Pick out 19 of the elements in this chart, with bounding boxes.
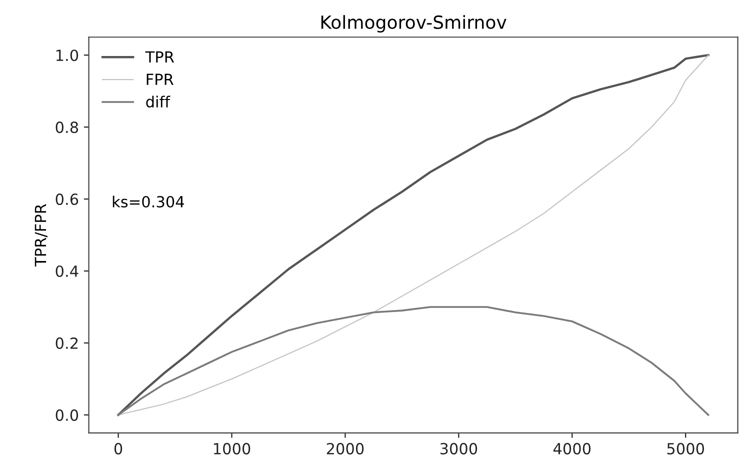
annotation: ks=0.304 [112, 196, 184, 208]
x-tick-label: 5000 [667, 442, 704, 454]
y-axis-title: TPR/FPR [34, 204, 48, 267]
y-tick-label: 0.6 [56, 194, 78, 206]
x-tick-label: 1000 [214, 442, 250, 454]
line-series [117, 306, 710, 416]
x-tick-label: 3000 [440, 442, 478, 454]
y-tick-label: 1.0 [56, 50, 78, 62]
legend-label: TPR [145, 51, 174, 62]
x-tick-label: 0 [114, 442, 122, 454]
legend-label: diff [146, 96, 170, 108]
y-tick-label: 0.2 [56, 337, 78, 349]
chart-title: Kolmogorov-Smirnov [321, 15, 506, 33]
y-tick-label: 0.8 [56, 122, 78, 134]
y-tick-label: 0.4 [56, 265, 78, 278]
x-tick-label: 4000 [553, 442, 591, 454]
x-tick-label: 2000 [326, 442, 364, 454]
legend-label: FPR [146, 74, 174, 85]
y-tick-label: 0.0 [56, 409, 78, 421]
